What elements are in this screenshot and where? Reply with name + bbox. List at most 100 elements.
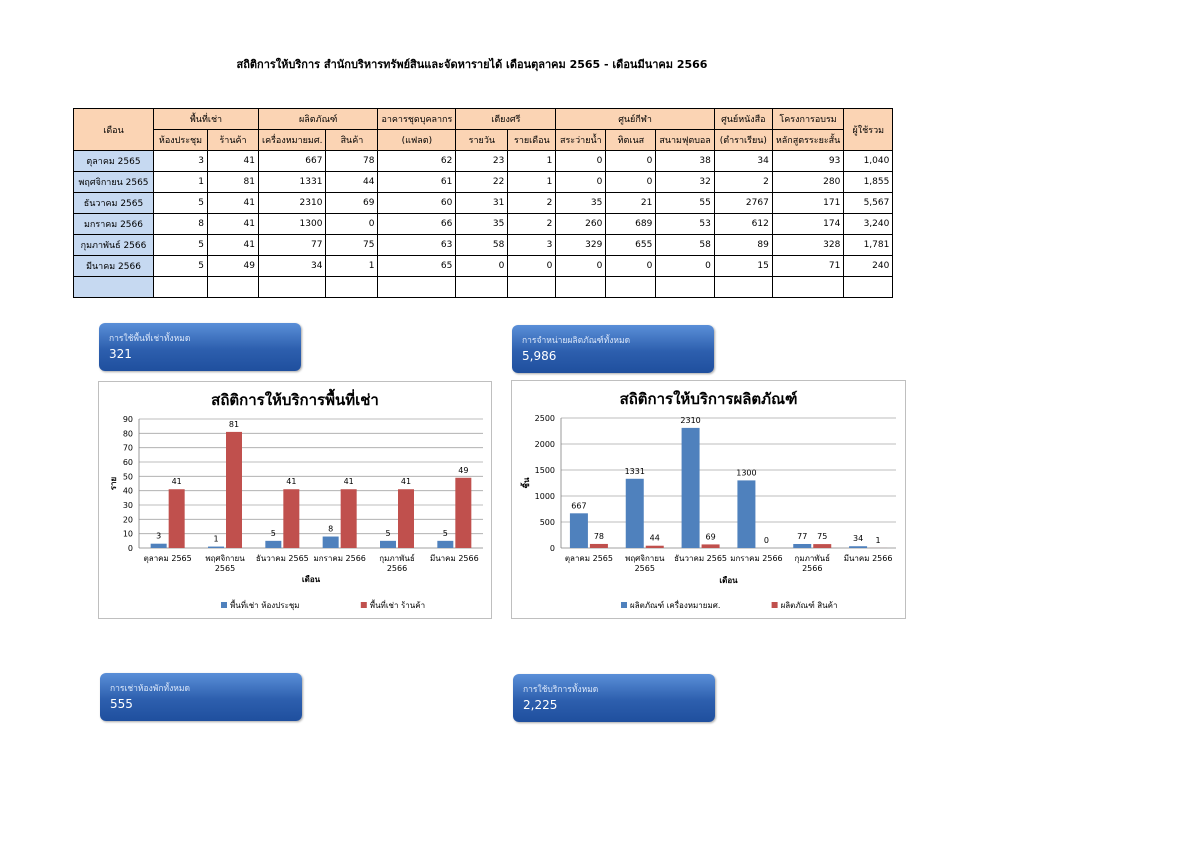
data-label: 78 [594, 532, 604, 541]
month-cell: มีนาคม 2566 [73, 255, 154, 277]
y-tick-label: 70 [123, 444, 133, 453]
value-cell: 2 [507, 192, 557, 214]
value-cell: 1331 [257, 171, 327, 193]
x-tick-label: พฤศจิกายน [625, 554, 665, 563]
value-cell: 0 [555, 171, 607, 193]
bar [283, 489, 300, 548]
empty-row [73, 276, 894, 298]
subheader-pool: สระว่ายน้ำ [555, 129, 607, 151]
x-tick-label: มีนาคม 2566 [430, 554, 479, 563]
value-cell: 2310 [257, 192, 327, 214]
table-row: ธันวาคม 2565 5 41 2310 69 60 31 2 35 21 55 2767 171 5… [73, 192, 894, 214]
value-cell: 78 [325, 150, 379, 172]
value-cell: 60 [377, 192, 457, 214]
x-tick-label: ตุลาคม 2565 [565, 554, 613, 563]
value-cell: 1,040 [843, 150, 894, 172]
bar [701, 544, 720, 548]
month-cell: กุมภาพันธ์ 2566 [73, 234, 154, 256]
table-row: มกราคม 2566 8 41 1300 0 66 35 2 260 689 53 612 174 3,… [73, 213, 894, 235]
value-cell: 667 [257, 150, 327, 172]
data-label: 44 [650, 534, 660, 543]
header-training: โครงการอบรม [771, 108, 845, 130]
x-tick-label: ธันวาคม 2565 [256, 554, 309, 563]
value-cell: 23 [455, 150, 509, 172]
card-product-total: การจำหน่ายผลิตภัณฑ์ทั้งหมด 5,986 [512, 325, 714, 373]
y-tick-label: 1500 [535, 466, 555, 475]
bar [226, 431, 242, 548]
legend-swatch [621, 602, 627, 608]
value-cell: 34 [713, 150, 773, 172]
value-cell: 3 [153, 150, 208, 172]
x-tick-label: 2566 [387, 564, 407, 573]
value-cell: 31 [455, 192, 509, 214]
value-cell: 1 [507, 150, 557, 172]
data-label: 3 [156, 532, 161, 541]
value-cell: 1 [153, 171, 208, 193]
y-tick-label: 0 [128, 544, 133, 553]
value-cell: 0 [507, 255, 557, 277]
value-cell: 0 [555, 255, 607, 277]
month-cell: พฤศจิกายน 2565 [73, 171, 154, 193]
value-cell: 69 [325, 192, 379, 214]
x-tick-label: กุมภาพันธ์ [794, 553, 830, 563]
data-label: 41 [344, 477, 354, 486]
table-row: กุมภาพันธ์ 2566 5 41 77 75 63 58 3 329 655 58 89 328… [73, 234, 894, 256]
subheader-goods: สินค้า [325, 129, 379, 151]
data-label: 41 [286, 477, 296, 486]
legend-label: พื้นที่เช่า ห้องประชุม [230, 599, 300, 610]
value-cell: 61 [377, 171, 457, 193]
table-row: มีนาคม 2566 5 49 34 1 65 0 0 0 0 0 15 71 240 [73, 255, 894, 277]
chart-title: สถิติการให้บริการพื้นที่เช่า [211, 388, 379, 409]
card-product-label: การจำหน่ายผลิตภัณฑ์ทั้งหมด [522, 336, 631, 346]
bar [625, 478, 644, 548]
bar [265, 540, 282, 548]
subheader-shop: ร้านค้า [207, 129, 259, 151]
value-cell: 49 [207, 255, 259, 277]
data-label: 34 [853, 534, 863, 543]
empty-cell [713, 276, 773, 298]
value-cell: 58 [455, 234, 509, 256]
y-tick-label: 10 [123, 530, 133, 539]
empty-cell [153, 276, 208, 298]
subheader-football: สนามฟุตบอล [655, 129, 715, 151]
y-tick-label: 2000 [535, 440, 555, 449]
data-label: 5 [271, 529, 276, 538]
y-tick-label: 60 [123, 458, 133, 467]
bar [168, 489, 185, 548]
empty-cell [207, 276, 259, 298]
value-cell: 34 [257, 255, 327, 277]
x-tick-label: มีนาคม 2566 [844, 554, 893, 563]
value-cell: 5 [153, 234, 208, 256]
data-label: 1 [876, 536, 881, 545]
y-axis-title: ราย [109, 476, 118, 490]
data-label: 5 [443, 529, 448, 538]
page-title: สถิติการให้บริการ สำนักบริหารทรัพย์สินแล… [236, 58, 708, 71]
subheader-insignia: เครื่องหมายมศ. [257, 129, 327, 151]
subheader-monthly: รายเดือน [507, 129, 557, 151]
bar [849, 546, 868, 548]
value-cell: 5 [153, 255, 208, 277]
bar [681, 427, 700, 548]
value-cell: 22 [455, 171, 509, 193]
value-cell: 58 [655, 234, 715, 256]
value-cell: 3 [507, 234, 557, 256]
value-cell: 81 [207, 171, 259, 193]
x-tick-label: พฤศจิกายน [205, 554, 245, 563]
subheader-short-course: หลักสูตรระยะสั้น [771, 129, 845, 151]
value-cell: 41 [207, 150, 259, 172]
value-cell: 240 [843, 255, 894, 277]
card-room-label: การเช่าห้องพักทั้งหมด [110, 684, 191, 694]
card-rent-label: การใช้พื้นที่เช่าทั้งหมด [109, 334, 191, 344]
value-cell: 0 [605, 150, 657, 172]
x-axis-title: เดือน [719, 575, 738, 585]
header-month: เดือน [73, 108, 154, 151]
value-cell: 612 [713, 213, 773, 235]
bar [437, 540, 454, 548]
data-label: 41 [172, 477, 182, 486]
x-tick-label: ตุลาคม 2565 [144, 554, 192, 563]
header-rent-space: พื้นที่เช่า [153, 108, 259, 130]
header-staff-housing: อาคารชุดบุคลากร [377, 108, 457, 130]
y-tick-label: 0 [550, 544, 555, 553]
value-cell: 65 [377, 255, 457, 277]
bar [340, 489, 357, 548]
